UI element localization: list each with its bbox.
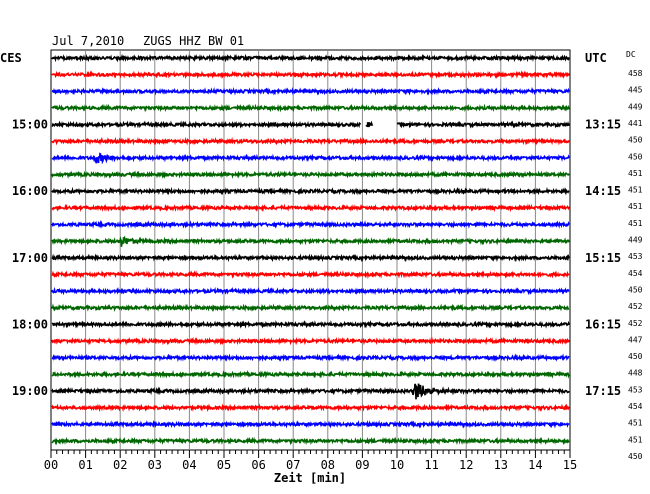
dc-offset-label: 450	[628, 452, 643, 461]
dc-offset-label: 441	[628, 119, 643, 128]
trace-line	[51, 336, 570, 346]
dc-offset-label: 453	[628, 252, 643, 261]
right-hour-label: 13:15	[585, 118, 621, 132]
x-tick-label: 11	[424, 458, 438, 472]
trace-line	[51, 203, 570, 213]
left-hour-label: 17:00	[12, 251, 48, 265]
trace-line	[51, 220, 570, 229]
left-timezone-label: CES	[0, 51, 22, 65]
chart-grid	[50, 49, 571, 458]
dc-label: DC	[626, 50, 636, 59]
x-tick-label: 04	[182, 458, 196, 472]
x-axis-label: Zeit [min]	[274, 471, 346, 485]
x-tick-label: 01	[78, 458, 92, 472]
left-hour-label: 19:00	[12, 384, 48, 398]
trace-line	[51, 86, 570, 96]
right-hour-label: UTC	[585, 51, 607, 65]
trace-line	[51, 419, 570, 429]
dc-offset-label: 451	[628, 202, 643, 211]
dc-offset-label: 451	[628, 186, 643, 195]
dc-offset-label: 451	[628, 435, 643, 444]
dc-offset-label: 458	[628, 69, 643, 78]
x-tick-label: 02	[113, 458, 127, 472]
dc-offset-label: 447	[628, 335, 643, 344]
dc-offset-label: 450	[628, 136, 643, 145]
trace-line	[51, 103, 570, 113]
x-tick-label: 09	[355, 458, 369, 472]
x-tick-label: 10	[390, 458, 404, 472]
dc-offset-label: 449	[628, 236, 643, 245]
trace-line	[51, 152, 570, 165]
trace-line	[51, 53, 570, 63]
dc-offset-label: 454	[628, 269, 643, 278]
trace-line	[51, 70, 570, 80]
trace-line	[51, 186, 570, 196]
dc-offset-label: 454	[628, 402, 643, 411]
dc-offset-label: 445	[628, 86, 643, 95]
left-hour-label: 15:00	[12, 118, 48, 132]
right-hour-label: 15:15	[585, 251, 621, 265]
dc-offset-label: 449	[628, 102, 643, 111]
dc-offset-label: 450	[628, 285, 643, 294]
trace-lines	[51, 53, 570, 446]
x-tick-label: 05	[217, 458, 231, 472]
right-hour-label: 17:15	[585, 384, 621, 398]
trace-line	[51, 403, 570, 413]
trace-line	[51, 319, 570, 329]
trace-line	[51, 369, 570, 379]
x-tick-label: 07	[286, 458, 300, 472]
x-tick-label: 15	[563, 458, 577, 472]
x-tick-label: 13	[494, 458, 508, 472]
x-tick-label: 14	[528, 458, 542, 472]
trace-line	[51, 235, 570, 247]
dc-offset-label: 448	[628, 369, 643, 378]
dc-offset-label: 451	[628, 169, 643, 178]
dc-offset-label: 452	[628, 319, 643, 328]
x-tick-label: 03	[148, 458, 162, 472]
station-label: ZUGS HHZ BW 01	[143, 34, 244, 48]
left-hour-label: 18:00	[12, 317, 48, 331]
trace-line	[51, 270, 570, 279]
dc-offset-label: 451	[628, 419, 643, 428]
dc-offset-label: 453	[628, 385, 643, 394]
dc-offset-label: 450	[628, 352, 643, 361]
x-tick-label: 12	[459, 458, 473, 472]
x-tick-label: 00	[44, 458, 58, 472]
date-label: Jul 7,2010	[52, 34, 124, 48]
chart-labels: 00 01 02 03 04 05 06 07 08 09 10 11 12 13 14 15 15:00 16:…	[12, 51, 643, 472]
x-tick-label: 06	[251, 458, 265, 472]
trace-line	[51, 383, 570, 400]
x-tick-label: 08	[321, 458, 335, 472]
right-hour-label: 14:15	[585, 184, 621, 198]
trace-line	[51, 136, 570, 146]
dc-offset-label: 451	[628, 219, 643, 228]
trace-line	[51, 286, 570, 296]
dc-offset-label: 450	[628, 152, 643, 161]
trace-line	[51, 253, 570, 263]
trace-line	[51, 120, 570, 129]
trace-line	[51, 170, 570, 179]
dc-offset-label: 452	[628, 302, 643, 311]
trace-line	[51, 303, 570, 313]
right-hour-label: 16:15	[585, 317, 621, 331]
trace-line	[51, 353, 570, 363]
left-hour-label: 16:00	[12, 184, 48, 198]
trace-line	[51, 436, 570, 446]
gap-marker	[366, 122, 370, 128]
